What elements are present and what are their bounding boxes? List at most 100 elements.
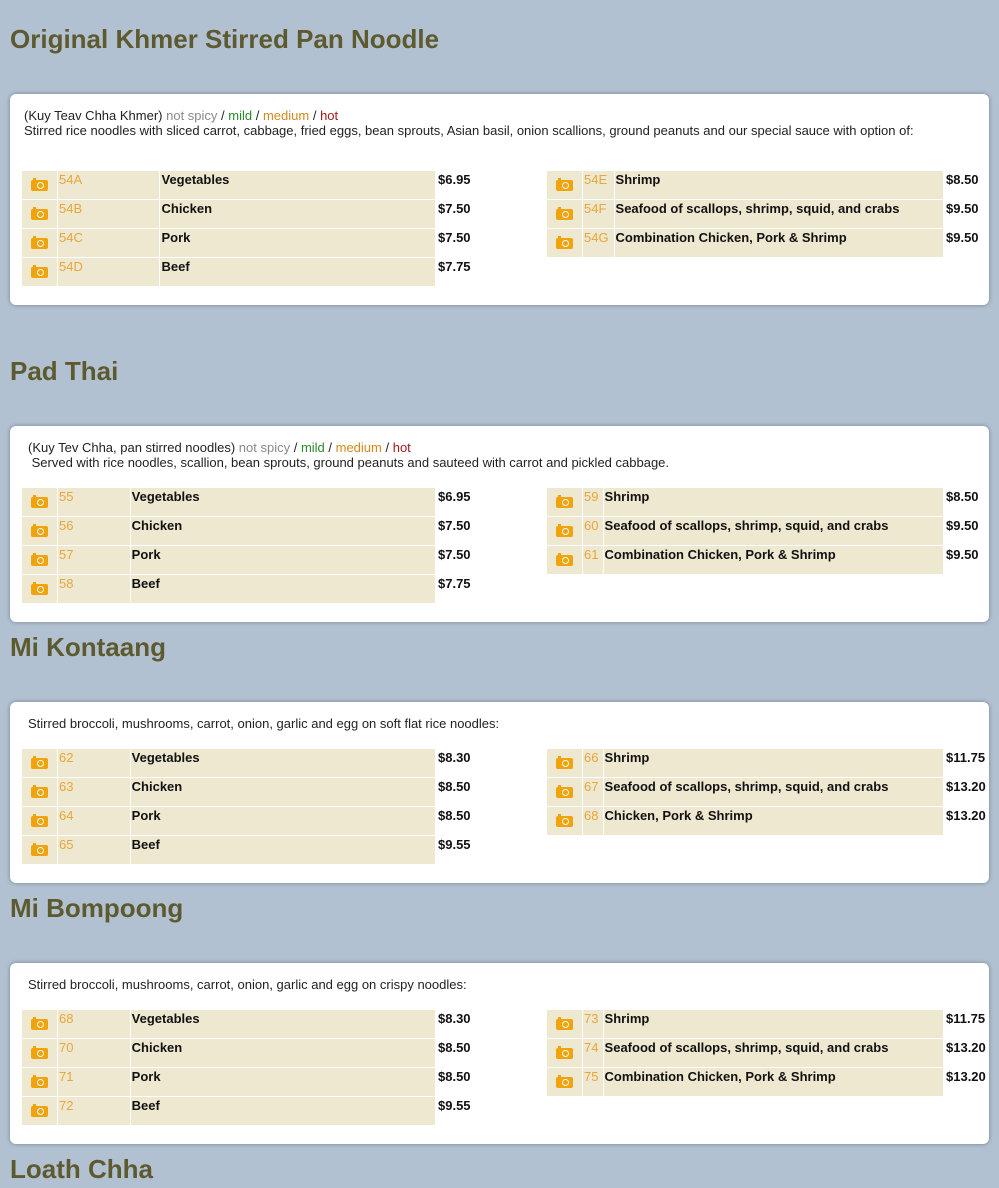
menu-item-row[interactable]: 54A Vegetables $6.95 bbox=[22, 171, 480, 199]
menu-card: Stirred broccoli, mushrooms, carrot, oni… bbox=[10, 702, 989, 883]
photo-cell[interactable] bbox=[547, 200, 582, 228]
intro-spice-line: (Kuy Tev Chha, pan stirred noodles) not … bbox=[28, 440, 411, 455]
camera-icon[interactable] bbox=[31, 814, 48, 827]
camera-icon[interactable] bbox=[31, 582, 48, 595]
camera-icon[interactable] bbox=[556, 553, 573, 566]
menu-item-row[interactable]: 62 Vegetables $8.30 bbox=[22, 749, 480, 777]
photo-cell[interactable] bbox=[22, 807, 57, 835]
camera-icon[interactable] bbox=[556, 814, 573, 827]
camera-icon[interactable] bbox=[556, 178, 573, 191]
menu-item-row[interactable]: 61 Combination Chicken, Pork & Shrimp $9.5… bbox=[547, 546, 988, 574]
photo-cell[interactable] bbox=[547, 749, 582, 777]
menu-item-row[interactable]: 70 Chicken $8.50 bbox=[22, 1039, 480, 1067]
camera-icon[interactable] bbox=[31, 785, 48, 798]
photo-cell[interactable] bbox=[22, 836, 57, 864]
menu-item-row[interactable]: 65 Beef $9.55 bbox=[22, 836, 480, 864]
menu-item-row[interactable]: 71 Pork $8.50 bbox=[22, 1068, 480, 1096]
photo-cell[interactable] bbox=[547, 778, 582, 806]
menu-item-row[interactable]: 57 Pork $7.50 bbox=[22, 546, 480, 574]
menu-item-row[interactable]: 56 Chicken $7.50 bbox=[22, 517, 480, 545]
photo-cell[interactable] bbox=[22, 749, 57, 777]
photo-cell[interactable] bbox=[547, 229, 582, 257]
photo-cell[interactable] bbox=[22, 1010, 57, 1038]
photo-cell[interactable] bbox=[22, 200, 57, 228]
camera-icon[interactable] bbox=[31, 756, 48, 769]
photo-cell[interactable] bbox=[547, 546, 582, 574]
photo-cell[interactable] bbox=[22, 575, 57, 603]
menu-item-row[interactable]: 64 Pork $8.50 bbox=[22, 807, 480, 835]
camera-icon[interactable] bbox=[31, 1046, 48, 1059]
item-name: Chicken, Pork & Shrimp bbox=[603, 807, 943, 835]
camera-icon[interactable] bbox=[556, 785, 573, 798]
photo-cell[interactable] bbox=[22, 517, 57, 545]
menu-item-row[interactable]: 68 Chicken, Pork & Shrimp $13.20 bbox=[547, 807, 988, 835]
camera-icon[interactable] bbox=[31, 1017, 48, 1030]
item-code: 56 bbox=[58, 517, 130, 545]
photo-cell[interactable] bbox=[22, 258, 57, 286]
photo-cell[interactable] bbox=[22, 171, 57, 199]
photo-cell[interactable] bbox=[22, 778, 57, 806]
menu-item-row[interactable]: 74 Seafood of scallops, shrimp, squid, an… bbox=[547, 1039, 988, 1067]
menu-item-row[interactable]: 55 Vegetables $6.95 bbox=[22, 488, 480, 516]
camera-icon[interactable] bbox=[31, 207, 48, 220]
camera-icon[interactable] bbox=[556, 1017, 573, 1030]
camera-icon[interactable] bbox=[556, 495, 573, 508]
item-price: $7.50 bbox=[436, 200, 480, 228]
photo-cell[interactable] bbox=[547, 1010, 582, 1038]
menu-item-row[interactable]: 60 Seafood of scallops, shrimp, squid, an… bbox=[547, 517, 988, 545]
menu-item-row[interactable]: 68 Vegetables $8.30 bbox=[22, 1010, 480, 1038]
menu-item-row[interactable]: 54D Beef $7.75 bbox=[22, 258, 480, 286]
menu-item-row[interactable]: 63 Chicken $8.50 bbox=[22, 778, 480, 806]
menu-card: (Kuy Teav Chha Khmer) not spicy / mild /… bbox=[10, 94, 989, 305]
item-code: 70 bbox=[58, 1039, 130, 1067]
menu-item-row[interactable]: 54G Combination Chicken, Pork & Shrimp $9.… bbox=[547, 229, 988, 257]
photo-cell[interactable] bbox=[22, 1097, 57, 1125]
menu-item-row[interactable]: 58 Beef $7.75 bbox=[22, 575, 480, 603]
photo-cell[interactable] bbox=[22, 1068, 57, 1096]
photo-cell[interactable] bbox=[22, 1039, 57, 1067]
photo-cell[interactable] bbox=[547, 171, 582, 199]
camera-icon[interactable] bbox=[31, 553, 48, 566]
photo-cell[interactable] bbox=[547, 807, 582, 835]
photo-cell[interactable] bbox=[547, 1039, 582, 1067]
photo-cell[interactable] bbox=[22, 546, 57, 574]
menu-item-row[interactable]: 73 Shrimp $11.75 bbox=[547, 1010, 988, 1038]
camera-icon[interactable] bbox=[31, 178, 48, 191]
camera-icon[interactable] bbox=[31, 495, 48, 508]
camera-icon[interactable] bbox=[556, 207, 573, 220]
menu-item-row[interactable]: 75 Combination Chicken, Pork & Shrimp $13.… bbox=[547, 1068, 988, 1096]
menu-item-row[interactable]: 54E Shrimp $8.50 bbox=[547, 171, 988, 199]
item-price: $8.30 bbox=[436, 1010, 480, 1038]
photo-cell[interactable] bbox=[22, 488, 57, 516]
menu-item-row[interactable]: 72 Beef $9.55 bbox=[22, 1097, 480, 1125]
camera-icon[interactable] bbox=[556, 524, 573, 537]
menu-item-row[interactable]: 54F Seafood of scallops, shrimp, squid, a… bbox=[547, 200, 988, 228]
item-code: 72 bbox=[58, 1097, 130, 1125]
camera-icon[interactable] bbox=[31, 1075, 48, 1088]
menu-item-row[interactable]: 54B Chicken $7.50 bbox=[22, 200, 480, 228]
photo-cell[interactable] bbox=[22, 229, 57, 257]
camera-icon[interactable] bbox=[556, 236, 573, 249]
menu-item-row[interactable]: 66 Shrimp $11.75 bbox=[547, 749, 988, 777]
item-name: Vegetables bbox=[130, 488, 435, 516]
camera-icon[interactable] bbox=[556, 1046, 573, 1059]
camera-icon[interactable] bbox=[556, 756, 573, 769]
item-code: 74 bbox=[583, 1039, 603, 1067]
spice-level-mild: mild bbox=[300, 440, 325, 455]
photo-cell[interactable] bbox=[547, 1068, 582, 1096]
photo-cell[interactable] bbox=[547, 488, 582, 516]
item-name: Pork bbox=[130, 807, 435, 835]
camera-icon[interactable] bbox=[31, 1104, 48, 1117]
item-code: 60 bbox=[583, 517, 603, 545]
item-code: 54B bbox=[58, 200, 160, 228]
camera-icon[interactable] bbox=[556, 1075, 573, 1088]
menu-item-row[interactable]: 59 Shrimp $8.50 bbox=[547, 488, 988, 516]
camera-icon[interactable] bbox=[31, 843, 48, 856]
menu-item-row[interactable]: 54C Pork $7.50 bbox=[22, 229, 480, 257]
item-name: Beef bbox=[130, 575, 435, 603]
menu-item-row[interactable]: 67 Seafood of scallops, shrimp, squid, an… bbox=[547, 778, 988, 806]
camera-icon[interactable] bbox=[31, 265, 48, 278]
camera-icon[interactable] bbox=[31, 236, 48, 249]
camera-icon[interactable] bbox=[31, 524, 48, 537]
photo-cell[interactable] bbox=[547, 517, 582, 545]
